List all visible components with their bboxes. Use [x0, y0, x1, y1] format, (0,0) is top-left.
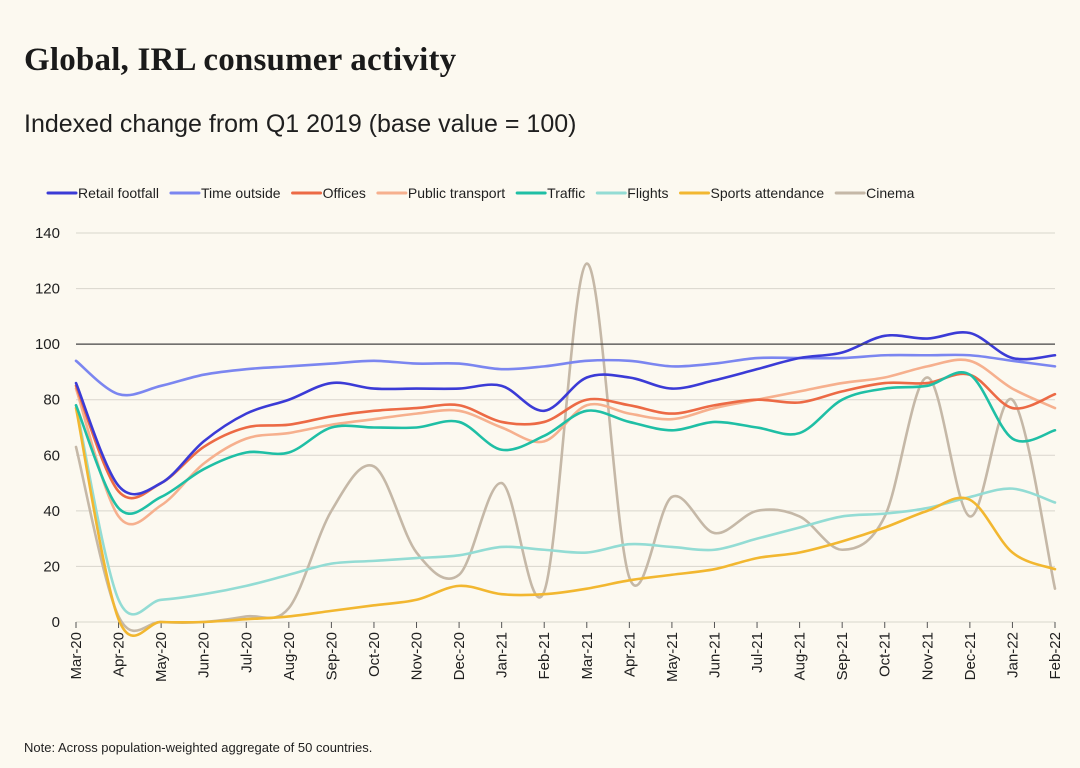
x-tick-label: Feb-21: [536, 632, 553, 680]
series-line-offices: [74, 372, 1057, 500]
series-line-flights: [74, 403, 1057, 616]
chart-title: Global, IRL consumer activity: [24, 42, 457, 78]
series-line-public-transport: [74, 358, 1057, 526]
x-tick-label: Feb-22: [1047, 632, 1064, 680]
chart-grid: [76, 232, 1055, 623]
x-tick-label: Aug-20: [281, 632, 298, 680]
x-tick-label: Nov-21: [919, 632, 936, 680]
chart-note: Note: Across population-weighted aggrega…: [24, 740, 373, 755]
x-tick-label: Sep-21: [834, 632, 851, 680]
legend-label-cinema: Cinema: [866, 185, 914, 201]
series-line-traffic: [74, 371, 1057, 515]
legend-label-traffic: Traffic: [547, 185, 585, 201]
y-tick-label: 100: [35, 336, 60, 353]
legend-label-flights: Flights: [627, 185, 668, 201]
x-tick-label: Dec-20: [451, 632, 468, 680]
y-tick-label: 0: [52, 614, 60, 631]
x-tick-label: May-20: [153, 632, 170, 682]
y-tick-label: 140: [35, 225, 60, 242]
y-tick-label: 20: [43, 558, 60, 575]
y-tick-label: 120: [35, 281, 60, 298]
x-tick-label: Jun-20: [196, 632, 213, 678]
legend-label-retail-footfall: Retail footfall: [78, 185, 159, 201]
x-tick-label: Apr-20: [111, 632, 128, 677]
series-line-cinema: [74, 262, 1057, 632]
x-axis: Mar-20 Apr-20 May-20 Jun-20 Jul-20 Aug-20 Sep-…: [68, 622, 1064, 682]
x-tick-label: Mar-21: [579, 632, 596, 680]
x-tick-label: Oct-21: [877, 632, 894, 677]
legend-label-time-outside: Time outside: [201, 185, 281, 201]
x-tick-label: Jan-21: [494, 632, 511, 678]
chart-subtitle: Indexed change from Q1 2019 (base value …: [24, 110, 577, 138]
line-chart: Retail footfall Time outside Offices Public…: [35, 185, 1064, 682]
chart-series: [74, 262, 1057, 637]
series-line-retail-footfall: [74, 331, 1057, 496]
x-tick-label: Mar-20: [68, 632, 85, 680]
x-tick-label: May-21: [664, 632, 681, 682]
chart-legend: Retail footfall Time outside Offices Public…: [46, 185, 915, 201]
x-tick-label: Oct-20: [366, 632, 383, 677]
series-line-time-outside: [74, 353, 1057, 397]
x-tick-label: Nov-20: [409, 632, 426, 680]
series-line-sports-attendance: [74, 406, 1057, 637]
legend-label-public-transport: Public transport: [408, 185, 505, 201]
x-tick-label: Apr-21: [621, 632, 638, 677]
x-tick-label: Aug-21: [792, 632, 809, 680]
y-tick-label: 80: [43, 392, 60, 409]
y-tick-label: 40: [43, 503, 60, 520]
x-tick-label: Jul-20: [238, 632, 255, 673]
x-tick-label: Jul-21: [749, 632, 766, 673]
x-tick-label: Sep-20: [323, 632, 340, 680]
y-axis: 0 20 40 60 80 100 120 140: [35, 225, 60, 631]
x-tick-label: Jan-22: [1004, 632, 1021, 678]
legend-label-offices: Offices: [323, 185, 366, 201]
x-tick-label: Dec-21: [962, 632, 979, 680]
y-tick-label: 60: [43, 447, 60, 464]
legend-label-sports-attendance: Sports attendance: [711, 185, 825, 201]
x-tick-label: Jun-21: [706, 632, 723, 678]
